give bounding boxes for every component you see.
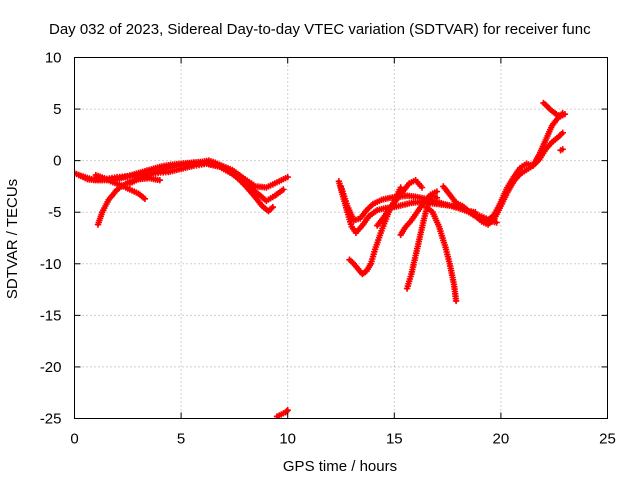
- data-point-marker: [418, 184, 426, 191]
- data-point-marker: [269, 203, 276, 211]
- data-point-marker: [493, 219, 500, 226]
- data-point-marker: [141, 195, 149, 202]
- data-point-marker: [283, 408, 290, 415]
- x-tick-label: 10: [279, 431, 296, 448]
- y-axis-label: SDTVAR / TECUs: [4, 179, 21, 299]
- series-track-14: [440, 183, 479, 216]
- grid: [74, 57, 608, 419]
- series-track-18: [557, 146, 566, 154]
- series-track-13: [423, 203, 460, 305]
- data-point-marker: [433, 194, 441, 201]
- x-tick-label: 25: [599, 431, 616, 448]
- plot-area: [74, 99, 569, 419]
- x-axis-label: GPS time / hours: [283, 458, 397, 475]
- data-point-marker: [561, 111, 569, 118]
- series-track-16: [472, 110, 566, 228]
- y-tick-label: -15: [40, 307, 62, 324]
- y-tick-label: -10: [40, 256, 62, 273]
- data-point-marker: [559, 129, 566, 136]
- y-tick-label: -5: [48, 204, 61, 221]
- series-track-12: [403, 188, 441, 292]
- y-tick-label: 0: [53, 153, 61, 170]
- series-track-10: [374, 177, 426, 229]
- y-tick-label: 10: [45, 50, 62, 67]
- y-tick-label: -20: [40, 359, 62, 376]
- data-point-marker: [452, 297, 460, 305]
- plot-frame: [74, 57, 608, 419]
- series-track-17: [540, 99, 569, 120]
- x-tick-label: 20: [493, 431, 510, 448]
- chart-title: Day 032 of 2023, Sidereal Day-to-day VTE…: [49, 21, 591, 38]
- x-tick-label: 0: [70, 431, 78, 448]
- axis-ticks: 0 5 10 15 20 25 -25 -20 -15 -10 -5 0 5 10: [40, 50, 616, 448]
- data-point-marker: [559, 146, 566, 153]
- x-tick-label: 5: [177, 431, 185, 448]
- x-tick-label: 15: [386, 431, 403, 448]
- y-tick-label: 5: [53, 101, 61, 118]
- series-track-6: [273, 407, 291, 419]
- data-point-marker: [284, 407, 291, 414]
- data-point-marker: [433, 188, 441, 195]
- data-point-marker: [156, 177, 163, 184]
- data-point-marker: [284, 173, 291, 181]
- y-tick-label: -25: [40, 411, 62, 428]
- series-track-5: [126, 160, 287, 205]
- data-point-marker: [280, 186, 287, 193]
